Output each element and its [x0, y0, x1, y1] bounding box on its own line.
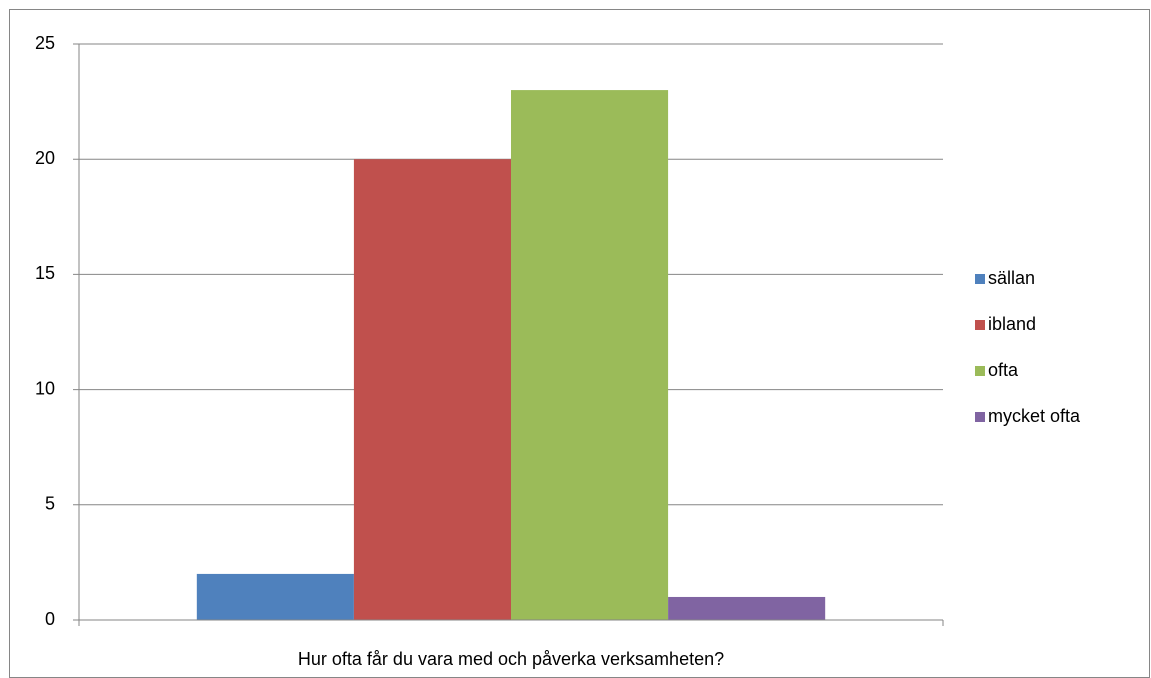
- legend-swatch: [975, 366, 985, 376]
- bar: [668, 596, 826, 620]
- legend-swatch: [975, 274, 985, 284]
- y-tick-label: 0: [45, 609, 55, 629]
- x-tick-label: Hur ofta får du vara med och påverka ver…: [298, 649, 724, 669]
- bar: [196, 573, 354, 620]
- y-tick-label: 20: [35, 148, 55, 168]
- bar: [511, 90, 669, 620]
- bar: [353, 159, 511, 620]
- legend-swatch: [975, 320, 985, 330]
- legend-label: ofta: [988, 360, 1019, 380]
- y-tick-label: 25: [35, 33, 55, 53]
- legend-label: sällan: [988, 268, 1035, 288]
- legend-swatch: [975, 412, 985, 422]
- y-tick-label: 5: [45, 494, 55, 514]
- legend-label: ibland: [988, 314, 1036, 334]
- legend-label: mycket ofta: [988, 406, 1081, 426]
- y-tick-label: 15: [35, 263, 55, 283]
- y-tick-label: 10: [35, 378, 55, 398]
